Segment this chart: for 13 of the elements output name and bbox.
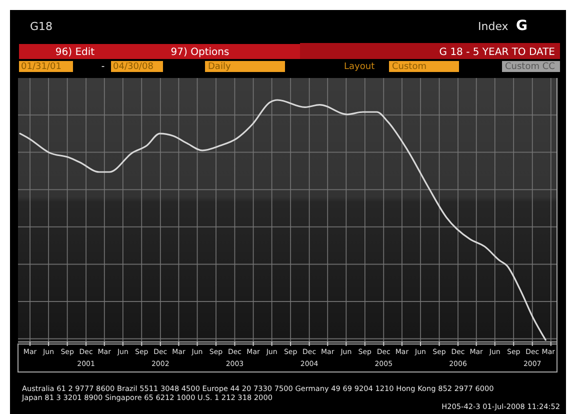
text: 97) Options	[170, 47, 230, 58]
text: G18	[30, 20, 53, 33]
text: Custom	[392, 62, 426, 72]
text: 96) Edit	[55, 47, 95, 58]
text: -	[101, 62, 105, 72]
text: Daily	[208, 62, 232, 72]
text: Layout	[344, 62, 376, 72]
text: Index	[478, 20, 509, 33]
text: 04/30/08	[113, 62, 154, 72]
text: 01/31/01	[21, 62, 62, 72]
chart-title: G 18 - 5 YEAR TO DATE	[439, 47, 555, 58]
text: Custom CC	[505, 62, 555, 72]
text: G	[516, 18, 528, 34]
